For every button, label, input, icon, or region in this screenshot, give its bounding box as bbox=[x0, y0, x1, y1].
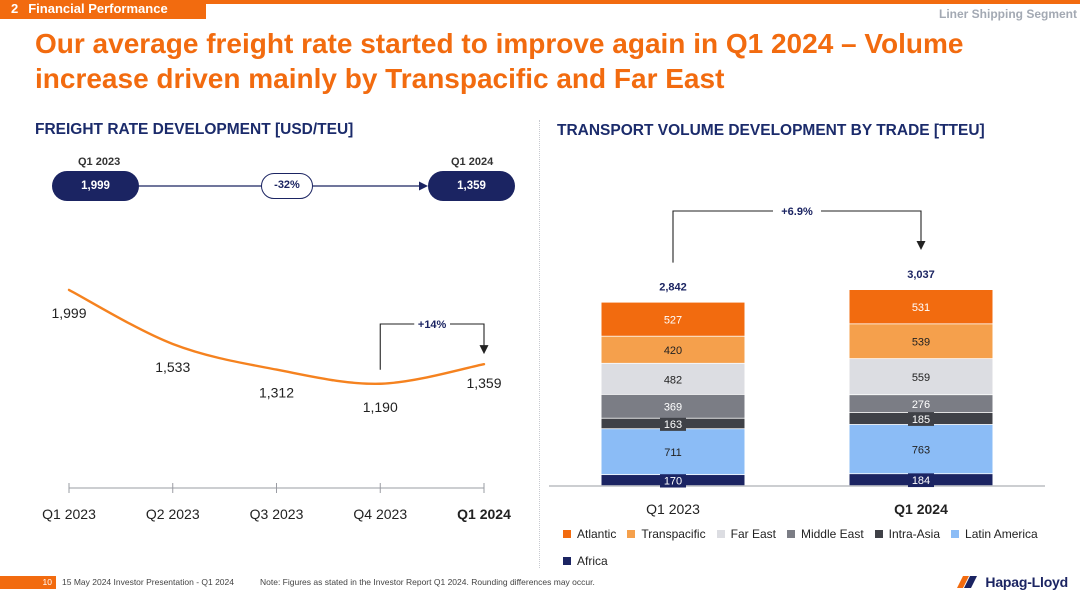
x-tick-label: Q1 2023 bbox=[42, 506, 96, 522]
bar-total-label: 3,037 bbox=[907, 269, 935, 281]
bar-value-label: 420 bbox=[664, 345, 682, 357]
bar-value-label: 539 bbox=[912, 337, 930, 349]
footer-note: Note: Figures as stated in the Investor … bbox=[260, 577, 595, 587]
logo-mark-icon bbox=[957, 576, 978, 588]
bar-label-box bbox=[660, 473, 686, 488]
start-period-label: Q1 2023 bbox=[78, 156, 121, 168]
qoq-bracket-right bbox=[450, 323, 485, 347]
bar-segment bbox=[849, 424, 993, 474]
x-tick-label: Q1 2023 bbox=[646, 501, 700, 517]
bar-value-label: 184 bbox=[912, 475, 930, 487]
x-tick-label: Q4 2023 bbox=[353, 506, 407, 522]
top-accent-rule bbox=[0, 0, 1080, 4]
bar-value-label: 276 bbox=[912, 399, 930, 411]
end-period-label: Q1 2024 bbox=[451, 156, 494, 168]
legend-label: Middle East bbox=[800, 526, 864, 541]
qoq-change-label: +14% bbox=[418, 319, 447, 331]
bar-value-label: 185 bbox=[912, 414, 930, 426]
legend-label: Intra-Asia bbox=[888, 526, 941, 541]
volume-bracket-right bbox=[821, 210, 922, 242]
section-title: Financial Performance bbox=[28, 1, 168, 16]
legend-swatch bbox=[874, 529, 883, 538]
bar-segment bbox=[601, 363, 745, 395]
bar-value-label: 763 bbox=[912, 445, 930, 457]
legend-item: Middle East bbox=[786, 525, 864, 542]
chart-legend: Atlantic Transpacific Far East Middle East I… bbox=[563, 525, 1063, 579]
legend-item: Atlantic bbox=[563, 525, 616, 542]
legend-swatch bbox=[563, 529, 571, 538]
logo-text: Hapag-Lloyd bbox=[985, 574, 1068, 590]
legend-label: Transpacific bbox=[641, 526, 706, 541]
data-label: 1,190 bbox=[363, 399, 398, 415]
series-line bbox=[67, 288, 486, 385]
page-number: 10 bbox=[0, 576, 56, 589]
bar-label-box bbox=[660, 416, 686, 431]
segment-label: Liner Shipping Segment bbox=[938, 7, 1077, 21]
data-label: 1,359 bbox=[466, 375, 501, 391]
transport-volume-title: TRANSPORT VOLUME DEVELOPMENT BY TRADE [T… bbox=[557, 122, 985, 139]
legend-swatch bbox=[627, 529, 636, 538]
section-tag: 2 Financial Performance bbox=[0, 0, 206, 19]
start-value-pill: 1,999 bbox=[52, 171, 139, 201]
company-logo: Hapag-Lloyd bbox=[955, 572, 1068, 592]
panel-divider bbox=[539, 120, 540, 568]
data-label: 1,533 bbox=[155, 359, 190, 375]
legend-swatch bbox=[563, 556, 571, 565]
legend-swatch bbox=[786, 529, 795, 538]
bar-label-box bbox=[908, 411, 934, 426]
bar-segment bbox=[601, 429, 745, 475]
legend-item: Intra-Asia bbox=[874, 525, 941, 542]
bar-segment bbox=[601, 336, 745, 363]
page-title: Our average freight rate started to impr… bbox=[35, 28, 964, 94]
legend-label: Africa bbox=[577, 553, 608, 568]
qoq-arrow-icon bbox=[479, 345, 489, 355]
footer-meta: 15 May 2024 Investor Presentation - Q1 2… bbox=[62, 577, 234, 587]
bar-segment bbox=[601, 302, 745, 336]
bar-value-label: 163 bbox=[664, 419, 682, 431]
bar-value-label: 170 bbox=[664, 476, 682, 488]
legend-label: Atlantic bbox=[577, 526, 617, 541]
x-tick-label: Q3 2023 bbox=[250, 506, 304, 522]
bar-segment bbox=[849, 324, 993, 359]
freight-rate-title: FREIGHT RATE DEVELOPMENT [USD/TEU] bbox=[35, 121, 354, 138]
bar-segment bbox=[849, 359, 993, 395]
bar-value-label: 527 bbox=[664, 315, 682, 327]
bar-value-label: 531 bbox=[912, 302, 930, 314]
x-tick-label: Q1 2024 bbox=[457, 506, 511, 522]
bar-value-label: 482 bbox=[664, 374, 682, 386]
bar-label-box bbox=[908, 473, 934, 488]
bar-segment bbox=[849, 290, 993, 324]
legend-item: Africa bbox=[563, 552, 608, 569]
bar-total-label: 2,842 bbox=[659, 282, 687, 294]
change-pill: -32% bbox=[261, 173, 313, 199]
x-tick-label: Q1 2024 bbox=[894, 501, 948, 517]
legend-swatch bbox=[716, 529, 725, 538]
bar-value-label: 559 bbox=[912, 372, 930, 384]
legend-swatch bbox=[951, 529, 960, 538]
qoq-bracket-left bbox=[379, 323, 415, 370]
bar-value-label: 711 bbox=[664, 447, 682, 459]
bar-segment bbox=[601, 394, 745, 418]
section-number: 2 bbox=[11, 1, 19, 16]
data-label: 1,999 bbox=[51, 305, 86, 321]
legend-label: Far East bbox=[730, 526, 776, 541]
legend-label: Latin America bbox=[965, 526, 1038, 541]
volume-bracket-left bbox=[672, 210, 773, 263]
end-value-pill: 1,359 bbox=[428, 171, 515, 201]
legend-item: Transpacific bbox=[627, 525, 706, 542]
legend-item: Far East bbox=[716, 525, 776, 542]
data-label: 1,312 bbox=[259, 385, 294, 401]
volume-change-label: +6.9% bbox=[781, 206, 813, 218]
legend-item: Latin America bbox=[951, 525, 1038, 542]
volume-arrow-icon bbox=[916, 241, 926, 250]
x-tick-label: Q2 2023 bbox=[146, 506, 200, 522]
footer: 10 15 May 2024 Investor Presentation - Q… bbox=[0, 576, 1080, 590]
bar-value-label: 369 bbox=[664, 402, 682, 414]
bar-segment bbox=[849, 395, 993, 413]
